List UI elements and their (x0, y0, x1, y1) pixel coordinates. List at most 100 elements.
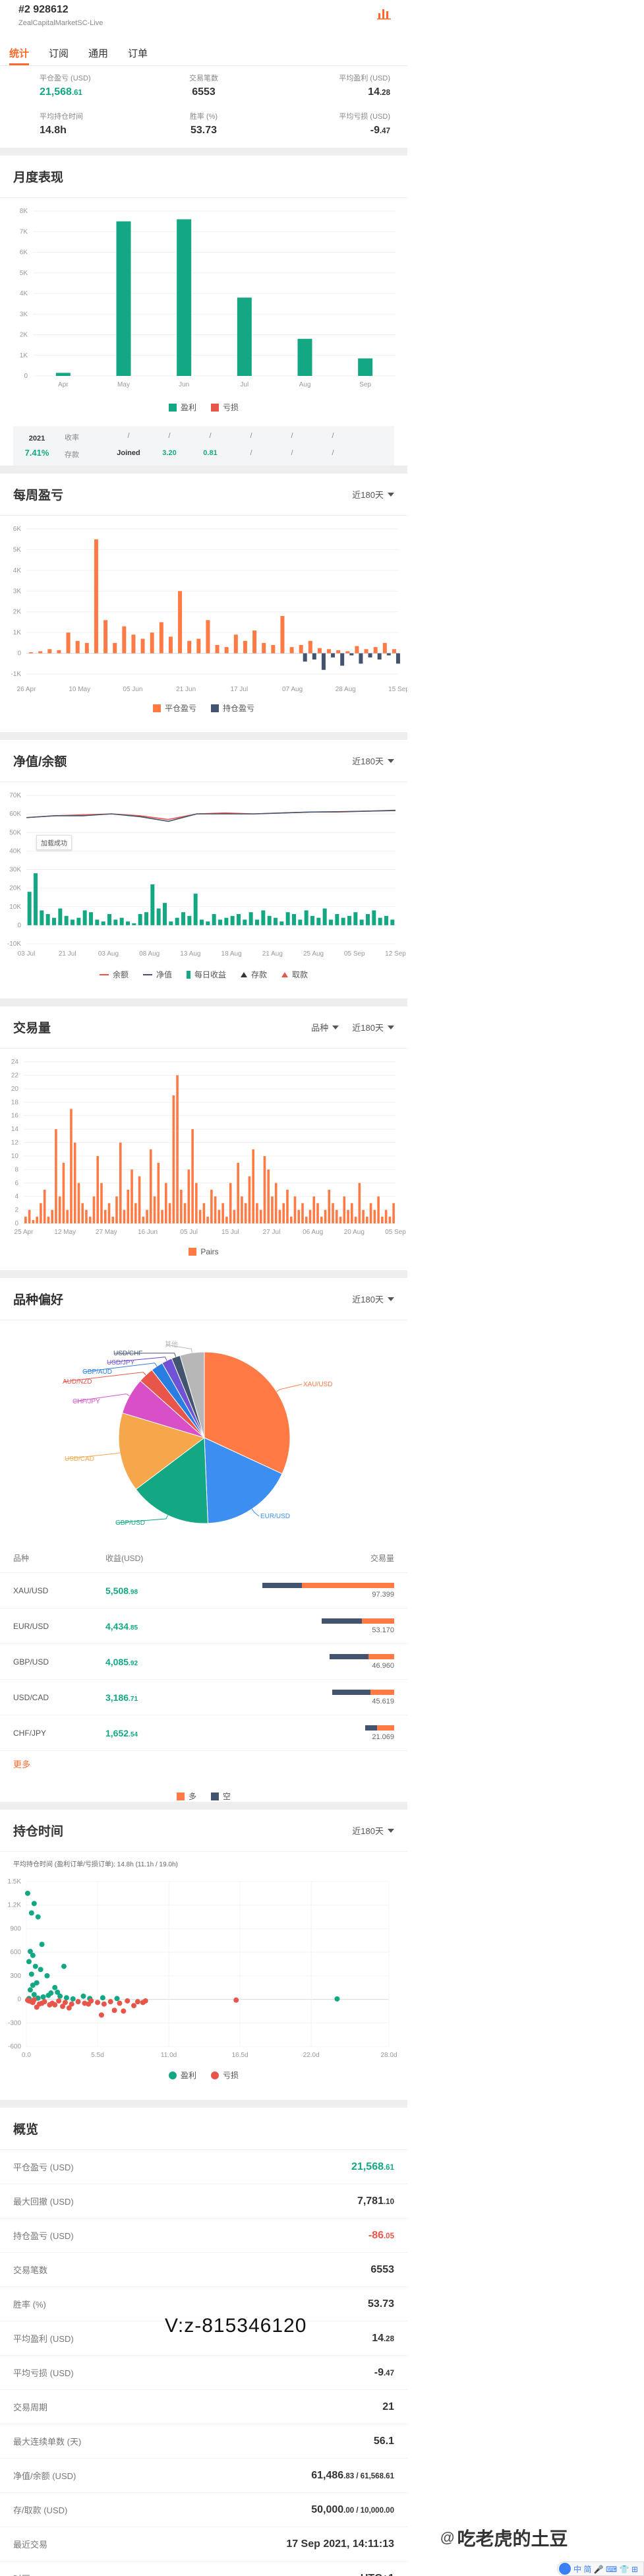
equity-range: 近180天 (352, 756, 384, 766)
hold-title: 持仓时间 (13, 1825, 64, 1839)
pie-leader (63, 1372, 146, 1382)
hold-range-dropdown[interactable]: 近180天 (352, 1824, 394, 1837)
bar-pairs (237, 1163, 239, 1223)
weekly-range-dropdown[interactable]: 近180天 (352, 488, 394, 501)
equity-range-dropdown[interactable]: 近180天 (352, 754, 394, 767)
volume-symbol-dropdown[interactable]: 品种 (311, 1021, 339, 1033)
pref-row[interactable]: USD/CAD 3,186.71 45.619 (0, 1680, 407, 1715)
summary-value-dec: .47 (379, 127, 390, 135)
x-tick-label: 07 Aug (282, 686, 303, 693)
brand: @ 吃老虎的土豆 (440, 2525, 568, 2551)
bar-chart-icon[interactable] (377, 7, 392, 23)
bar-pairs (58, 1196, 61, 1223)
bar-daily (279, 921, 284, 925)
volume-range-dropdown[interactable]: 近180天 (352, 1021, 394, 1033)
bar-pairs (43, 1189, 46, 1223)
bar-daily (163, 903, 167, 925)
bar-pairs (36, 1216, 38, 1223)
bar-daily (200, 919, 204, 925)
bar-daily (390, 919, 395, 925)
scatter-point-profit (57, 1993, 63, 1999)
overview-row: 时区 UTC+1 (0, 2561, 407, 2576)
bar-open-pnl (331, 653, 336, 658)
account-number: #2 928612 (18, 4, 69, 15)
bar-pairs (221, 1203, 224, 1223)
bar-closed-pnl (327, 649, 332, 654)
scatter-point-profit (45, 1992, 51, 1998)
bar-closed-pnl (262, 642, 266, 654)
y-tick-label: 3K (20, 311, 28, 318)
bar-pairs (161, 1210, 163, 1223)
bar-daily (126, 921, 130, 925)
bar-closed-pnl (57, 650, 61, 654)
volume-short-bar (322, 1618, 362, 1624)
bar-pairs (40, 1203, 42, 1223)
pref-row[interactable]: XAU/USD 5,508.98 97.399 (0, 1573, 407, 1609)
scatter-point-profit (80, 1993, 86, 1999)
section-gap (0, 466, 407, 474)
y-tick-label: 6K (13, 526, 22, 533)
bar-pairs (142, 1216, 145, 1223)
weekly-range: 近180天 (352, 490, 384, 500)
overview-value: UTC+1 (361, 2573, 394, 2576)
bar-pairs (183, 1203, 187, 1223)
bar-open-pnl (395, 653, 400, 664)
overview-value-dec: .00 / 10,000.00 (343, 2506, 394, 2515)
bar-pairs (316, 1203, 319, 1223)
bar-pairs (81, 1203, 84, 1223)
pref-row[interactable]: GBP/USD 4,085.92 46.960 (0, 1644, 407, 1680)
tab-2[interactable]: 通用 (88, 32, 108, 65)
ime-toolbar[interactable]: 中 简 🎤 ⌨ 👕 ⊞ (557, 2561, 644, 2576)
scatter-point-loss (233, 1997, 239, 2003)
tab-0[interactable]: 统计 (9, 32, 30, 65)
scatter-point-loss (117, 2000, 123, 2006)
volume-long-bar (376, 1725, 394, 1731)
summary-label: 平均持仓时间 (40, 113, 83, 121)
overview-value-main: -86 (368, 2229, 384, 2241)
overview-row: 平仓盈亏 (USD) 21,568.61 (0, 2150, 407, 2184)
volume-long-bar (370, 1689, 394, 1695)
pref-range-dropdown[interactable]: 近180天 (352, 1293, 394, 1305)
y-tick-label: 4K (13, 567, 22, 574)
more-link[interactable]: 更多 (13, 1760, 31, 1769)
bar-pairs (388, 1216, 392, 1223)
overview-value: 7,781.10 (357, 2195, 394, 2207)
overview-value-main: 17 Sep 2021, 14:11:13 (286, 2538, 394, 2550)
x-tick-label: 21 Aug (262, 950, 283, 958)
pie-label: USD/CAD (65, 1456, 94, 1463)
tab-3[interactable]: 订单 (128, 32, 148, 65)
summary-label: 平均盈利 (USD) (339, 75, 390, 82)
pref-volume-value: 21.069 (372, 1733, 394, 1741)
pie-label: XAU/USD (303, 1381, 332, 1388)
month-row-yield: 收率 / / / / / / (65, 432, 394, 443)
bar-daily (119, 917, 124, 925)
pie-leader (116, 1515, 168, 1523)
y-tick-label: -1K (11, 671, 21, 678)
scatter-point-loss (95, 2000, 101, 2006)
pie-chart: XAU/USD EUR/USD GBP/USD USD/CAD CHF/JPY AUD/N… (63, 1340, 332, 1527)
overview-value-main: 50,000 (311, 2503, 344, 2515)
bar-pairs (286, 1189, 289, 1223)
pref-profit-dec: .71 (129, 1695, 138, 1703)
pref-volume: 21.069 (262, 1725, 394, 1741)
pie-slice (118, 1412, 206, 1490)
summary-value-main: -9 (370, 125, 380, 136)
scatter-point-loss (107, 1999, 113, 2005)
x-tick-label: 0.0 (22, 2052, 31, 2059)
bar-pairs (51, 1210, 53, 1223)
pref-row[interactable]: EUR/USD 4,434.85 53.170 (0, 1609, 407, 1644)
overview-rows: 平仓盈亏 (USD) 21,568.61 最大回撤 (USD) 7,781.10 持仓盈… (0, 2150, 407, 2576)
volume-long-bar (368, 1653, 394, 1659)
overview-value: 56.1 (374, 2436, 394, 2447)
y-tick-label: 50K (9, 829, 21, 836)
scatter-point-profit (55, 1989, 61, 1995)
pref-row[interactable]: CHF/JPY 1,652.54 21.069 (0, 1715, 407, 1751)
bar-closed-pnl (308, 640, 312, 654)
tab-1[interactable]: 订阅 (49, 32, 69, 65)
pref-profit-dec: .92 (129, 1659, 138, 1667)
y-tick-label: -10K (7, 940, 21, 948)
bar-daily (45, 914, 50, 925)
bar-pairs (127, 1189, 130, 1223)
bar-daily (378, 917, 382, 925)
pref-table-head: 品种 收益(USD) 交易量 (0, 1544, 407, 1573)
